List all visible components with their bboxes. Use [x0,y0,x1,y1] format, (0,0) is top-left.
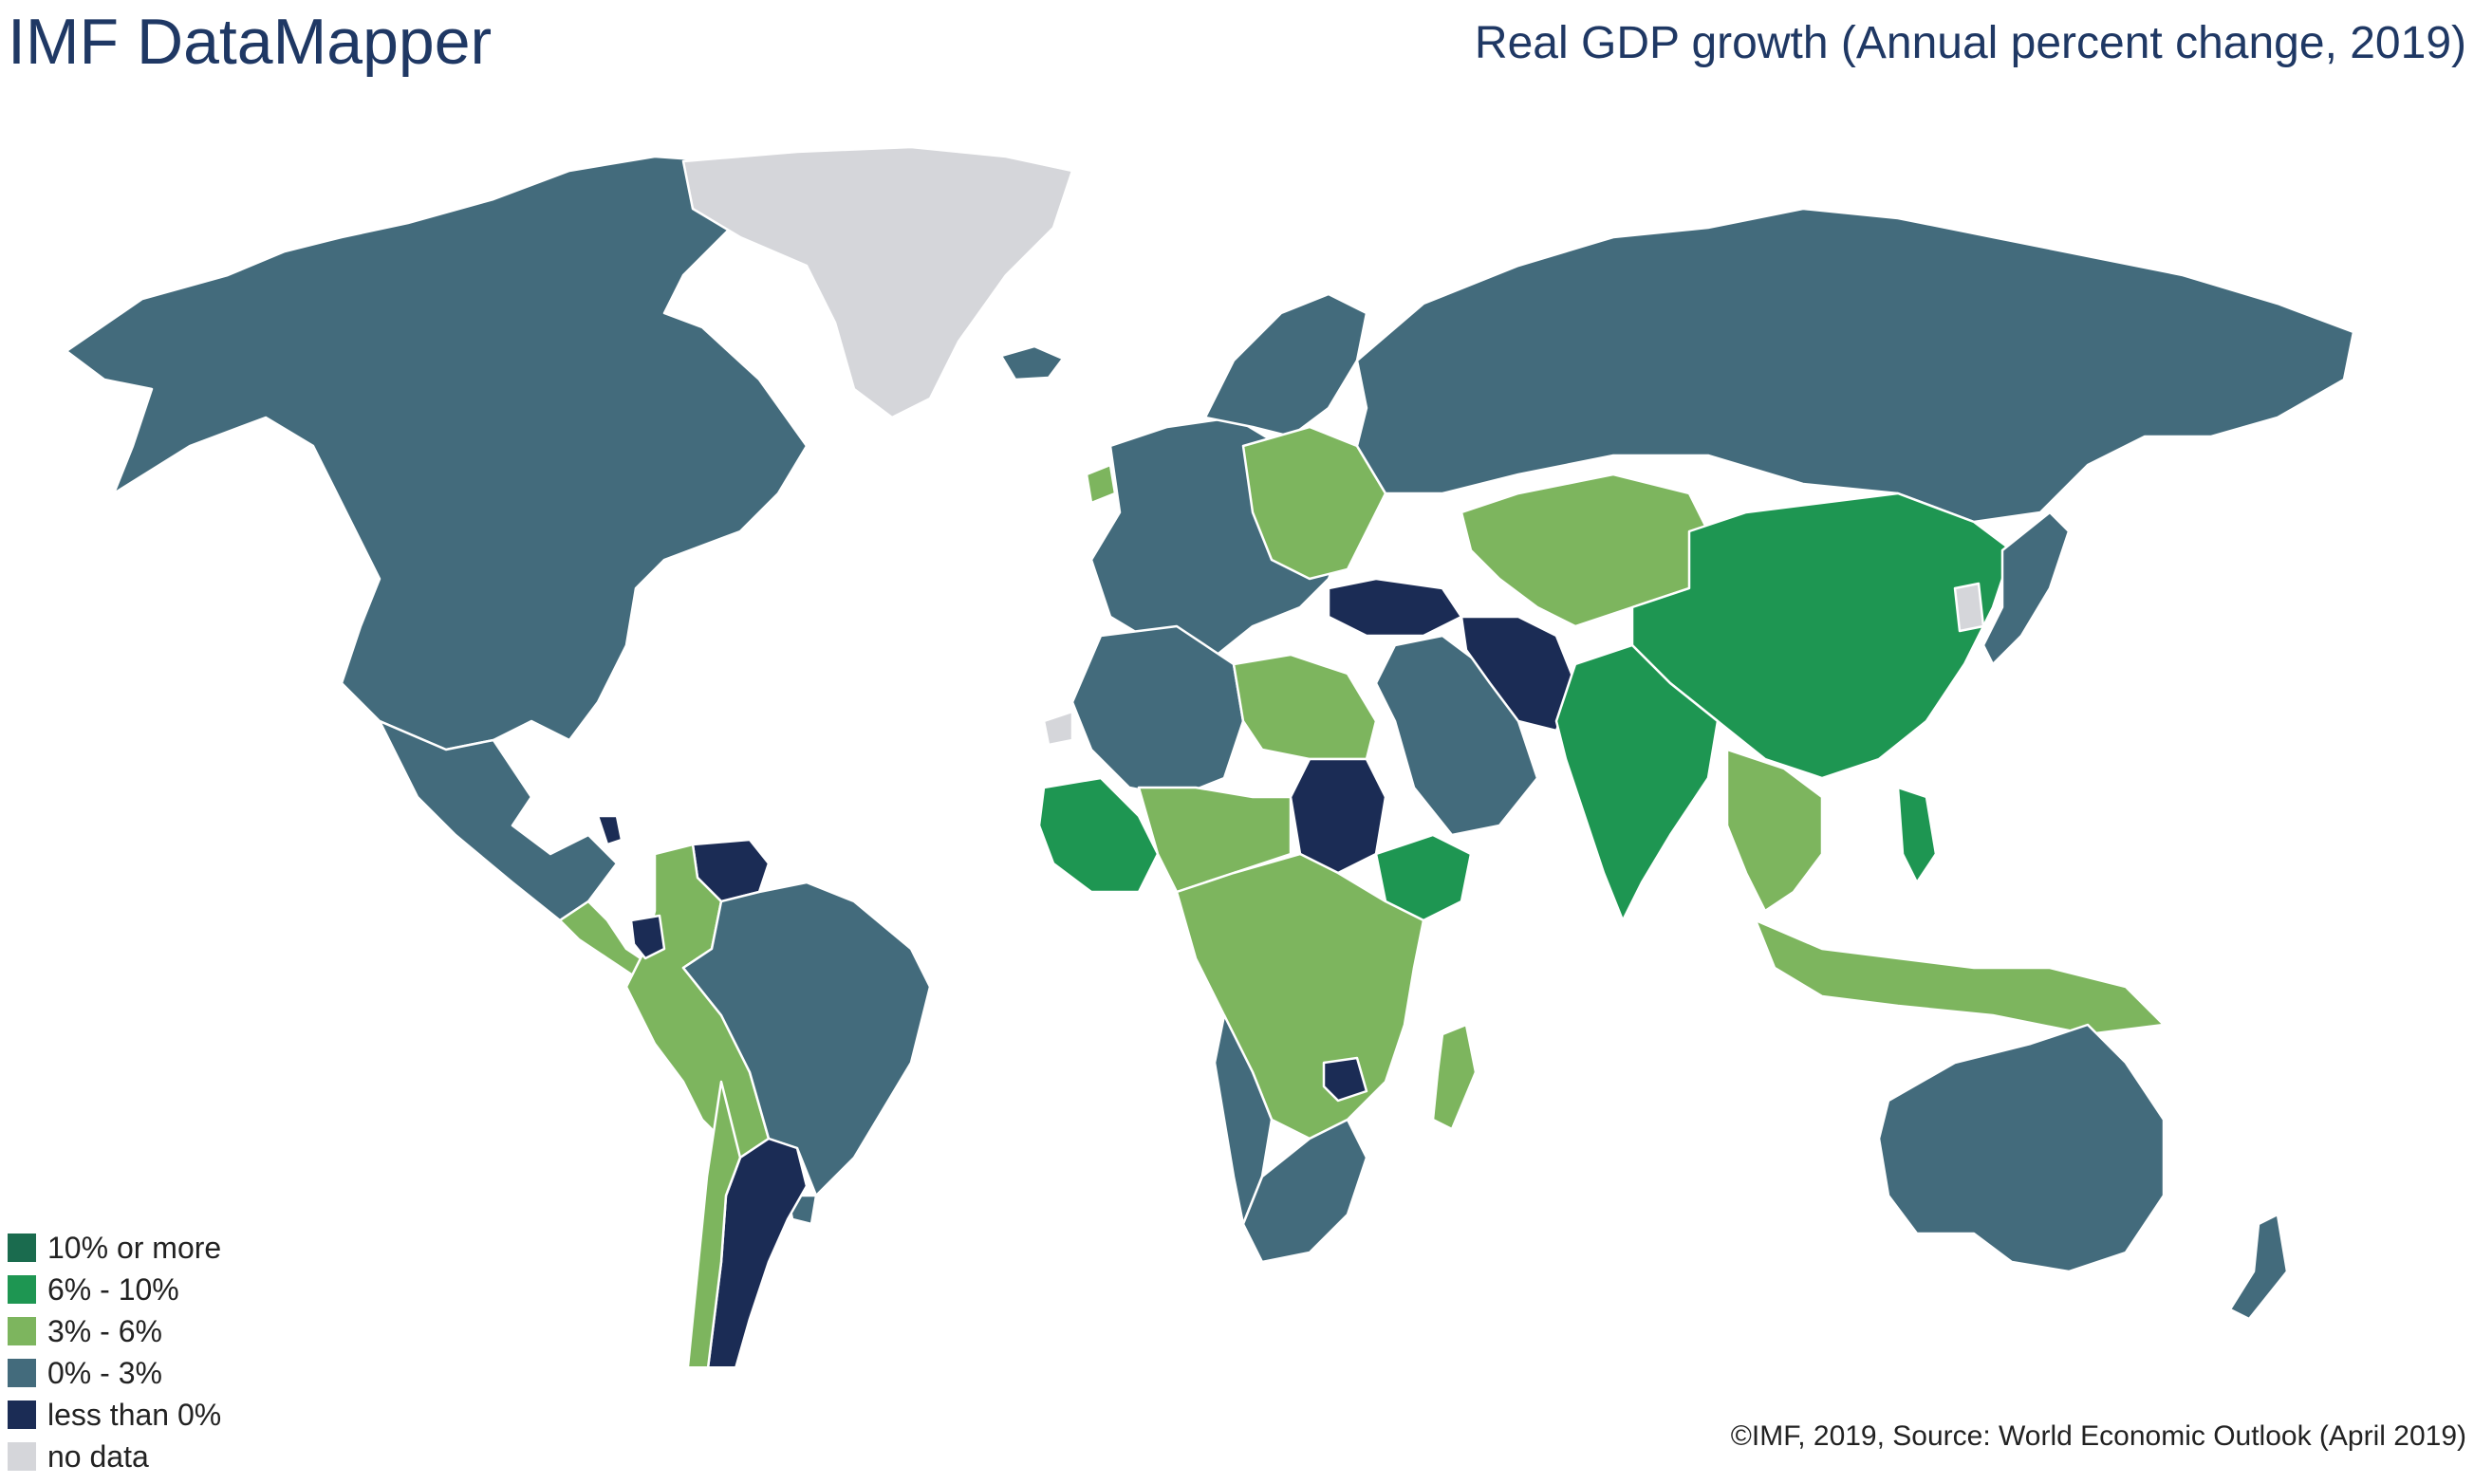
region-western-sahara[interactable] [1042,710,1074,747]
legend-swatch [8,1275,36,1304]
region-ireland[interactable] [1085,463,1117,505]
region-turkey[interactable] [1327,577,1463,638]
region-west-africa[interactable] [1037,776,1160,894]
map-title: Real GDP growth (Annual percent change, … [1474,18,2466,68]
region-india[interactable] [1554,643,1720,922]
region-iceland[interactable] [999,344,1065,381]
legend-swatch [8,1317,36,1345]
region-ecuador[interactable] [629,914,666,960]
region-greenland[interactable] [681,145,1074,419]
legend-label: 0% - 3% [47,1355,162,1390]
legend-item: 10% or more [8,1227,221,1269]
legend-swatch [8,1401,36,1429]
legend-label: 6% - 10% [47,1271,179,1307]
region-sahel[interactable] [1137,786,1293,894]
region-southeast-asia[interactable] [1725,748,1824,913]
region-australia[interactable] [1877,1023,2166,1273]
region-nicaragua[interactable] [596,814,623,846]
region-chile[interactable] [683,1080,742,1366]
source-credit: ©IMF, 2019, Source: World Economic Outlo… [1730,1420,2466,1452]
region-china[interactable] [1630,492,2014,780]
legend-item: no data [8,1436,221,1477]
region-morocco-egypt[interactable] [1232,653,1378,761]
region-mexico[interactable] [378,719,619,922]
legend-label: no data [47,1438,149,1474]
world-map[interactable] [0,133,2474,1366]
legend-label: 10% or more [47,1230,222,1265]
region-korea[interactable] [1953,582,1985,633]
app-title: IMF DataMapper [8,6,493,78]
region-sudan[interactable] [1289,757,1387,875]
region-philippines[interactable] [1896,786,1938,884]
region-madagascar[interactable] [1431,1023,1478,1131]
region-iran[interactable] [1460,615,1577,733]
region-new-zealand[interactable] [2228,1213,2289,1321]
region-japan[interactable] [1981,510,2071,666]
legend-item: less than 0% [8,1394,221,1436]
legend-item: 3% - 6% [8,1310,221,1352]
region-brazil[interactable] [681,881,932,1197]
region-indonesia[interactable] [1754,918,2166,1036]
region-zimbabwe[interactable] [1322,1056,1368,1103]
region-russia[interactable] [1355,207,2355,524]
legend-label: less than 0% [47,1397,222,1432]
legend-item: 6% - 10% [8,1269,221,1310]
legend-swatch [8,1359,36,1387]
region-middle-east[interactable] [1374,634,1539,837]
region-north-america[interactable] [65,155,809,751]
region-southern-africa[interactable] [1241,1118,1368,1264]
region-scandinavia[interactable] [1203,292,1368,438]
legend-item: 0% - 3% [8,1352,221,1394]
legend-swatch [8,1234,36,1262]
map-legend: 10% or more 6% - 10% 3% - 6% 0% - 3% les… [8,1227,221,1477]
legend-label: 3% - 6% [47,1313,162,1348]
legend-swatch [8,1442,36,1471]
region-eastern-europe[interactable] [1241,425,1387,581]
